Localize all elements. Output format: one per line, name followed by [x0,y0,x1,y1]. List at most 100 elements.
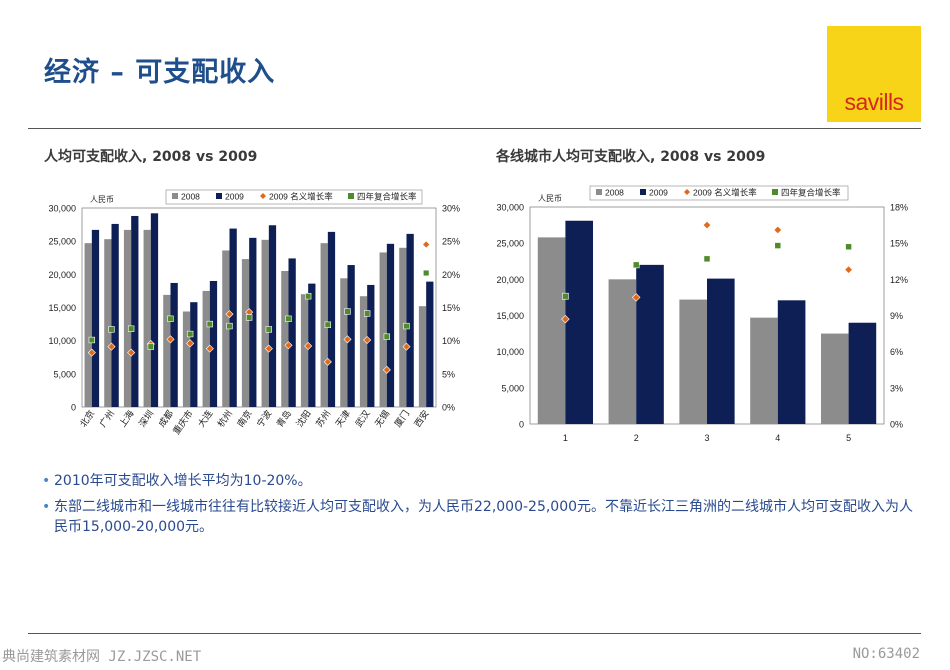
chart-2-income-by-tier: 0 5,000 10,000 15,000 20,000 25,000 30,000 0% 3%… [496,185,908,443]
y2-tick-label: 0% [890,420,903,430]
x-tick-label: 青岛 [274,408,293,429]
marker-cagr [363,310,371,317]
y2-tick-label: 6% [890,347,903,357]
legend-label: 四年复合增长率 [357,192,417,202]
chart-1-title: 人均可支配收入, 2008 vs 2009 [44,149,258,165]
marker-cagr [206,320,214,328]
y-tick-label: 20,000 [48,270,76,280]
marker-cagr [167,315,174,322]
legend-swatch-四年复合增长率 [348,193,354,199]
marker-nominal-growth [343,335,352,344]
bar-2008 [820,333,849,424]
bar-2009 [190,302,198,407]
bar-2008 [261,239,269,407]
x-tick-label: 西安 [411,408,430,429]
x-tick-label: 3 [704,433,709,443]
marker-cagr [108,326,115,333]
x-tick-label: 宁波 [254,408,273,429]
y2-tick-label: 9% [890,311,903,321]
y2-tick-label: 25% [442,237,460,247]
marker-nominal-growth [166,335,175,344]
x-tick-label: 无锡 [373,408,392,428]
bar-2008 [163,294,171,407]
y-tick-label: 15,000 [496,311,524,321]
bar-2009 [170,282,178,407]
y2-tick-label: 18% [890,203,908,213]
bar-2008 [222,250,230,407]
y-tick-label: 0 [519,420,524,430]
bar-2009 [848,322,877,424]
bar-2009 [386,243,395,407]
bar-2009 [565,220,594,424]
marker-nominal-growth [631,293,641,302]
marker-nominal-growth [363,335,372,345]
marker-cagr [127,325,135,332]
y-tick-label: 15,000 [48,303,76,313]
bar-2008 [679,299,707,424]
bar-2009 [288,258,296,407]
marker-cagr [632,261,640,269]
y2-tick-label: 10% [442,336,460,346]
marker-nominal-growth [225,310,234,319]
logo-text: savills [844,89,904,115]
y2-tick-label: 15% [442,303,460,313]
y-axis-label: 人民币 [90,195,114,204]
marker-nominal-growth [702,220,712,230]
bar-2008 [123,229,132,407]
savills-logo: savills [827,26,921,122]
y2-tick-label: 0% [442,403,455,413]
legend-label: 2009 名义增长率 [269,192,333,202]
y2-tick-label: 3% [890,383,903,393]
marker-nominal-growth [264,344,273,353]
bar-2008 [537,237,566,424]
marker-cagr [88,336,96,344]
marker-nominal-growth [382,365,391,374]
bar-2008 [359,296,368,407]
marker-nominal-growth [127,348,136,357]
y-tick-label: 10,000 [48,336,76,346]
x-tick-label: 4 [775,433,780,443]
bar-2009 [406,233,414,407]
marker-cagr [265,326,273,333]
marker-nominal-growth [773,225,783,235]
bar-2008 [300,294,309,407]
chart-2-title: 各线城市人均可支配收入, 2008 vs 2009 [496,149,766,165]
marker-nominal-growth [87,348,96,357]
marker-cagr [562,292,569,300]
marker-nominal-growth [402,342,411,351]
y-tick-label: 30,000 [48,204,76,214]
marker-nominal-growth [107,342,116,351]
bar-2009 [347,265,355,407]
x-tick-label: 杭州 [215,408,234,429]
bar-2008 [143,229,151,407]
marker-nominal-growth [561,314,570,324]
plot-area [81,207,437,408]
y-tick-label: 25,000 [48,237,76,247]
marker-nominal-growth [186,339,195,348]
bar-2008 [182,311,191,407]
y-tick-label: 30,000 [496,203,524,213]
marker-nominal-growth [304,341,313,350]
bar-2009 [150,213,159,407]
bar-2009 [636,264,664,424]
legend-swatch-2009 [216,193,222,199]
bar-2009 [707,278,735,424]
bar-2009 [268,225,277,407]
x-tick-label: 1 [563,433,568,443]
marker-cagr [403,322,410,330]
bar-2009 [327,231,336,407]
x-tick-label: 南京 [234,408,253,429]
legend-label: 四年复合增长率 [781,188,841,198]
footer-number: NO:63402 [852,646,920,662]
bar-2008 [750,317,778,424]
bar-2008 [84,243,92,407]
bar-2009 [426,281,434,407]
bar-2008 [320,243,328,407]
marker-nominal-growth [284,341,293,350]
marker-cagr [147,343,155,350]
x-tick-label: 广州 [97,408,116,429]
legend-swatch-nominal [684,189,690,195]
page-title: 经济 – 可支配收入 [44,57,276,88]
x-tick-label: 武汉 [352,408,371,429]
bar-2009 [367,284,375,407]
